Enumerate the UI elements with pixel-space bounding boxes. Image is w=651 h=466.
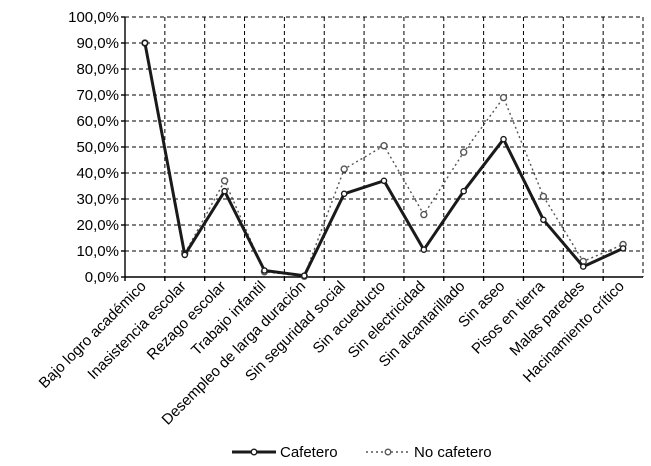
y-tick-label: 30,0% <box>76 191 119 208</box>
legend-marker-no-cafetero <box>384 448 392 456</box>
data-point-cafetero <box>460 187 467 195</box>
y-tick-label: 90,0% <box>76 35 119 52</box>
series-line-no-cafetero <box>144 42 624 277</box>
data-point-cafetero <box>181 251 189 259</box>
y-tick-label: 10,0% <box>76 243 119 260</box>
data-point-no-cafetero <box>499 93 508 102</box>
legend: Cafetero No cafetero <box>232 444 492 461</box>
data-point-cafetero <box>141 39 149 47</box>
data-point-no-cafetero <box>539 192 548 201</box>
axes <box>121 16 643 281</box>
data-point-cafetero <box>500 135 507 143</box>
series-lines <box>141 39 627 280</box>
legend-marker-cafetero <box>250 448 258 456</box>
data-point-no-cafetero <box>420 210 428 219</box>
y-tick-label: 50,0% <box>76 139 119 156</box>
series-line-cafetero <box>143 42 624 278</box>
y-tick-label: 80,0% <box>76 61 119 78</box>
data-point-cafetero <box>221 187 228 195</box>
data-point-cafetero <box>340 190 348 198</box>
data-point-no-cafetero <box>459 148 468 156</box>
y-tick-label: 70,0% <box>76 87 119 104</box>
data-point-cafetero <box>540 216 547 224</box>
data-point-cafetero <box>261 267 268 274</box>
y-tick-label: 0,0% <box>85 269 119 286</box>
y-tick-label: 40,0% <box>76 165 119 182</box>
y-tick-labels: 0,0% 10,0% 20,0% 30,0% 40,0% 50,0% 60,0% 70,0% 8… <box>68 9 119 286</box>
y-tick-label: 100,0% <box>68 9 119 26</box>
data-point-no-cafetero <box>380 141 388 150</box>
data-point-no-cafetero <box>340 165 348 173</box>
y-tick-label: 60,0% <box>76 113 119 130</box>
data-point-cafetero <box>619 245 627 252</box>
y-tick-label: 20,0% <box>76 217 119 234</box>
grid-lines <box>125 16 644 277</box>
data-point-cafetero <box>380 177 388 185</box>
legend-label-cafetero: Cafetero <box>280 444 338 461</box>
data-point-no-cafetero <box>220 177 229 185</box>
legend-label-no-cafetero: No cafetero <box>414 444 492 461</box>
data-point-cafetero <box>579 263 587 270</box>
data-point-cafetero <box>420 246 428 253</box>
data-point-cafetero <box>301 272 308 280</box>
